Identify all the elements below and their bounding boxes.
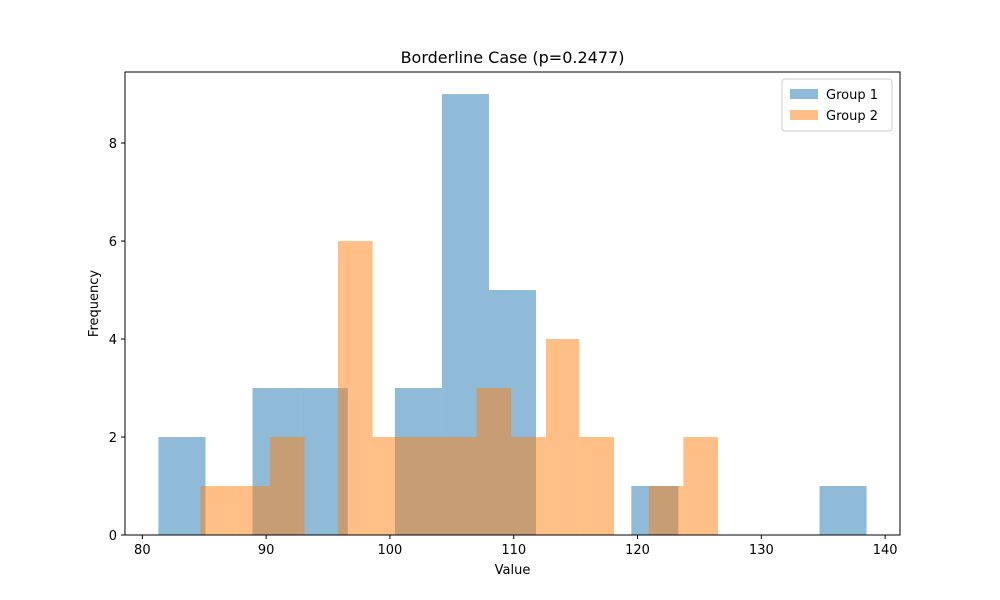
y-tick-label: 2 (109, 431, 117, 446)
x-tick-label: 110 (501, 543, 526, 558)
bar-group2-bin-10 (545, 339, 580, 535)
x-tick-label: 80 (134, 543, 151, 558)
bar-group2-bin-8 (476, 388, 512, 535)
legend-swatch-1 (790, 89, 818, 99)
bars-layer (158, 94, 867, 536)
bar-group2-bin-11 (579, 437, 615, 535)
x-tick-label: 140 (873, 543, 898, 558)
bar-group1-bin-14 (819, 486, 867, 535)
plot-frame (124, 71, 901, 536)
bar-group2-bin-1 (235, 486, 270, 535)
x-tick-label: 120 (625, 543, 650, 558)
bar-group2-bin-7 (441, 437, 477, 535)
y-tick-label: 0 (109, 529, 117, 544)
legend-swatch-2 (790, 110, 818, 120)
bar-group2-bin-2 (269, 437, 305, 535)
chart-title: Borderline Case (p=0.2477) (401, 48, 625, 67)
y-tick-label: 8 (109, 137, 117, 152)
legend: Group 1 Group 2 (781, 78, 893, 132)
y-tick-label: 6 (109, 235, 117, 250)
bar-group2-bin-9 (511, 437, 546, 535)
bar-group2-bin-13 (648, 486, 684, 535)
x-axis-ticks: 80 90 100 110 120 130 140 (134, 535, 898, 558)
x-tick-label: 100 (378, 543, 403, 558)
bar-group2-bin-0 (200, 486, 236, 535)
legend-label-1: Group 1 (826, 88, 878, 103)
y-axis-label: Frequency (87, 270, 102, 337)
bar-group2-bin-6 (407, 437, 442, 535)
x-axis-label: Value (495, 563, 531, 578)
bar-group2-bin-4 (337, 241, 373, 536)
bar-group1-bin-0 (158, 437, 206, 535)
legend-label-2: Group 2 (826, 109, 878, 124)
x-tick-label: 90 (258, 543, 275, 558)
bar-group2-bin-5 (372, 437, 408, 535)
bar-group2-bin-14 (683, 437, 719, 535)
y-axis-ticks: 0 2 4 6 8 (109, 137, 125, 544)
y-tick-label: 4 (109, 333, 117, 348)
x-tick-label: 130 (749, 543, 774, 558)
